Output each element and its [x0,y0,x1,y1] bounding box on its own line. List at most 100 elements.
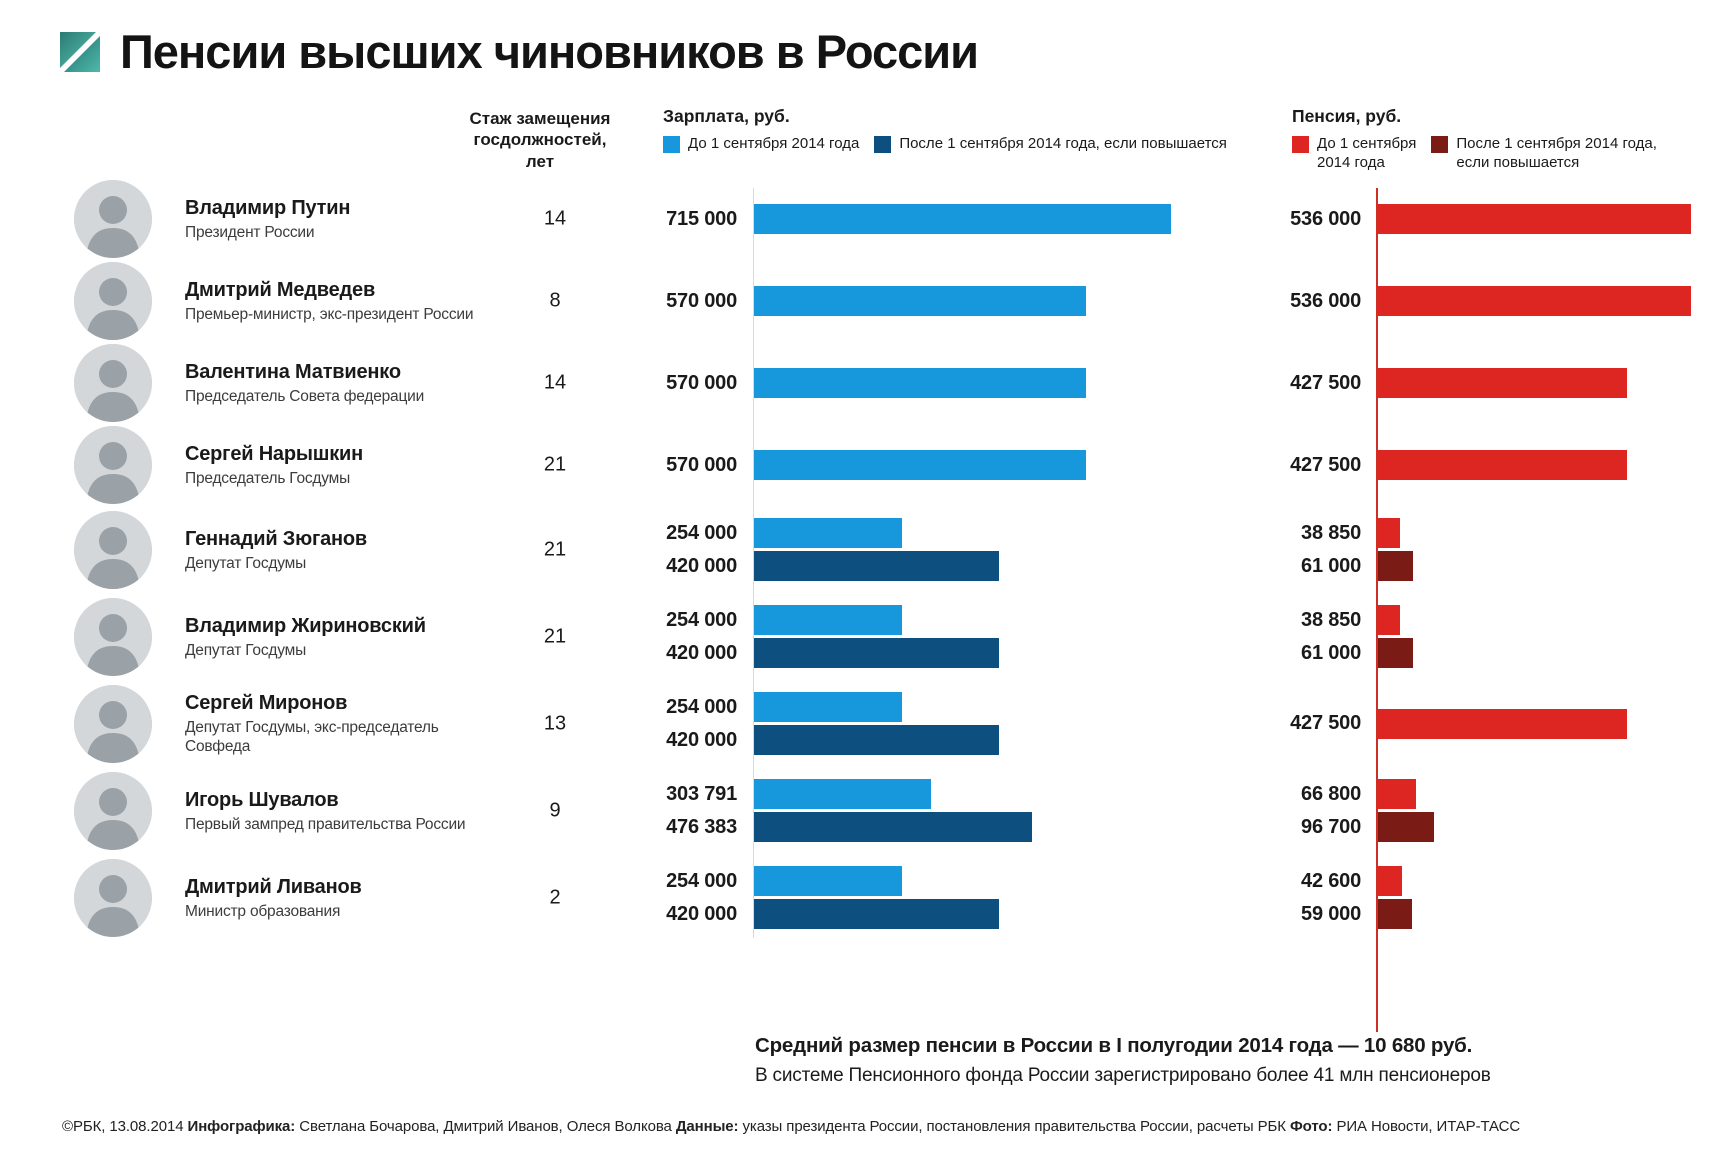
pension-bar-line: 66 800 [1220,779,1732,809]
salary-bar-before [753,692,902,722]
column-headers: Стаж замещения госдолжностей, лет Зарпла… [0,104,1732,182]
salary-legend-item: После 1 сентября 2014 года, если повышае… [874,135,1227,154]
official-identity: Сергей Миронов Депутат Госдумы, экс-предс… [185,691,505,757]
official-row: Дмитрий Ливанов Министр образования 2 254 0… [0,854,1732,941]
pension-bar-before [1377,450,1627,480]
official-name: Геннадий Зюганов [185,527,368,550]
pension-cell: 427 500 [1220,680,1732,767]
credits-label: Фото: [1289,1118,1337,1135]
salary-bar-after [753,812,1032,842]
pension-value-before: 66 800 [1301,782,1361,805]
official-row: Сергей Миронов Депутат Госдумы, экс-предс… [0,680,1732,767]
pension-bar-before [1377,204,1691,234]
legend-swatch-pension-before [1292,136,1309,153]
pension-legend-item: До 1 сентября 2014 года [1292,135,1416,173]
salary-bar-line: 570 000 [600,368,1220,398]
salary-value-after: 420 000 [666,554,737,577]
official-position: Премьер-министр, экс-президент России [185,305,474,323]
official-identity: Валентина Матвиенко Председатель Совета ф… [185,360,505,406]
legend-swatch-pension-after [1431,136,1449,153]
salary-legend: До 1 сентября 2014 года После 1 сентября … [663,135,1227,154]
experience-years: 2 [549,886,561,908]
salary-bar-before [753,450,1086,480]
pension-cell: 42 600 59 000 [1220,854,1732,941]
salary-bar-line: 303 791 [600,779,1220,809]
credits-line: ©РБК, 13.08.2014 Инфографика: Светлана Б… [62,1118,1520,1135]
official-identity: Владимир Жириновский Депутат Госдумы [185,613,505,659]
official-identity: Владимир Путин Президент России [185,196,505,242]
page-title: Пенсии высших чиновников в России [120,25,979,78]
official-row: Геннадий Зюганов Депутат Госдумы 21 254 000… [0,506,1732,593]
credits-text: РИА Новости, ИТАР-ТАСС [1336,1118,1521,1135]
salary-bar-line: 570 000 [600,286,1220,316]
salary-bar-line: 420 000 [600,725,1220,755]
pension-bar-line: 59 000 [1220,899,1732,929]
salary-cell: 254 000 420 000 [600,854,1220,941]
pension-bar-before [1377,518,1400,548]
legend-label: До 1 сентября 2014 года [1317,135,1417,171]
credits-label: Инфографика: [187,1118,300,1135]
pension-bar-before [1377,779,1416,809]
experience-years: 13 [543,712,567,734]
official-row: Валентина Матвиенко Председатель Совета ф… [0,342,1732,424]
pension-value-before: 536 000 [1290,207,1361,230]
pension-cell: 38 850 61 000 [1220,593,1732,680]
salary-value-after: 420 000 [666,641,737,664]
experience-years: 9 [549,799,561,821]
official-row: Сергей Нарышкин Председатель Госдумы 21 570… [0,424,1732,506]
legend-label: До 1 сентября 2014 года [688,135,860,152]
salary-bar-line: 420 000 [600,551,1220,581]
officials-table: Владимир Путин Президент России 14 715 000 5… [0,178,1732,941]
pension-bar-line: 61 000 [1220,551,1732,581]
pension-bar-line: 427 500 [1220,708,1732,739]
official-identity: Геннадий Зюганов Депутат Госдумы [185,526,505,572]
experience-years: 14 [543,207,567,230]
official-position: Президент России [185,223,315,241]
pension-cell: 427 500 [1220,424,1732,506]
salary-bar-before [753,866,902,896]
salary-bar-before [753,204,1171,234]
legend-swatch-salary-after [874,136,892,153]
official-position: Председатель Совета федерации [185,387,425,405]
official-row: Владимир Путин Президент России 14 715 000 5… [0,178,1732,260]
salary-bar-before [753,368,1086,398]
experience-years: 21 [543,453,567,476]
pension-value-before: 427 500 [1290,712,1361,734]
pension-bar-before [1377,708,1627,739]
legend-label: После 1 сентября 2014 года, если повышае… [899,135,1227,152]
pension-cell: 536 000 [1220,178,1732,260]
salary-value-before: 715 000 [666,207,737,230]
pension-value-after: 96 700 [1301,815,1361,838]
pension-value-before: 38 850 [1301,521,1361,544]
official-photo [74,510,152,589]
pension-bar-line: 427 500 [1220,450,1732,480]
official-photo [74,426,152,504]
official-name: Сергей Нарышкин [185,442,364,465]
official-photo [74,180,152,258]
salary-value-before: 303 791 [666,782,737,805]
pension-cell: 427 500 [1220,342,1732,424]
credits-label: Данные: [675,1118,743,1135]
salary-value-before: 254 000 [666,695,737,718]
pension-bar-before [1377,368,1627,398]
salary-bar-after [753,899,999,929]
salary-cell: 254 000 420 000 [600,593,1220,680]
official-name: Валентина Матвиенко [185,360,401,383]
pension-bar-after [1377,638,1413,668]
official-position: Депутат Госдумы [185,641,307,659]
salary-axis-line [753,188,754,938]
official-name: Дмитрий Ливанов [185,875,362,898]
pension-bar-line: 536 000 [1220,204,1732,234]
pension-bar-line: 427 500 [1220,368,1732,398]
salary-cell: 570 000 [600,342,1220,424]
official-position: Депутат Госдумы, экс-председатель Совфед… [185,718,439,755]
pension-bar-after [1377,899,1412,929]
salary-value-before: 254 000 [666,608,737,631]
pension-value-after: 61 000 [1301,554,1361,577]
experience-years: 14 [543,371,567,394]
credits-text: ©РБК, 13.08.2014 [62,1118,188,1135]
credits-text: Светлана Бочарова, Дмитрий Иванов, Олеся… [299,1118,676,1135]
pension-bar-line: 96 700 [1220,812,1732,842]
pension-cell: 38 850 61 000 [1220,506,1732,593]
official-name: Игорь Шувалов [185,788,339,811]
